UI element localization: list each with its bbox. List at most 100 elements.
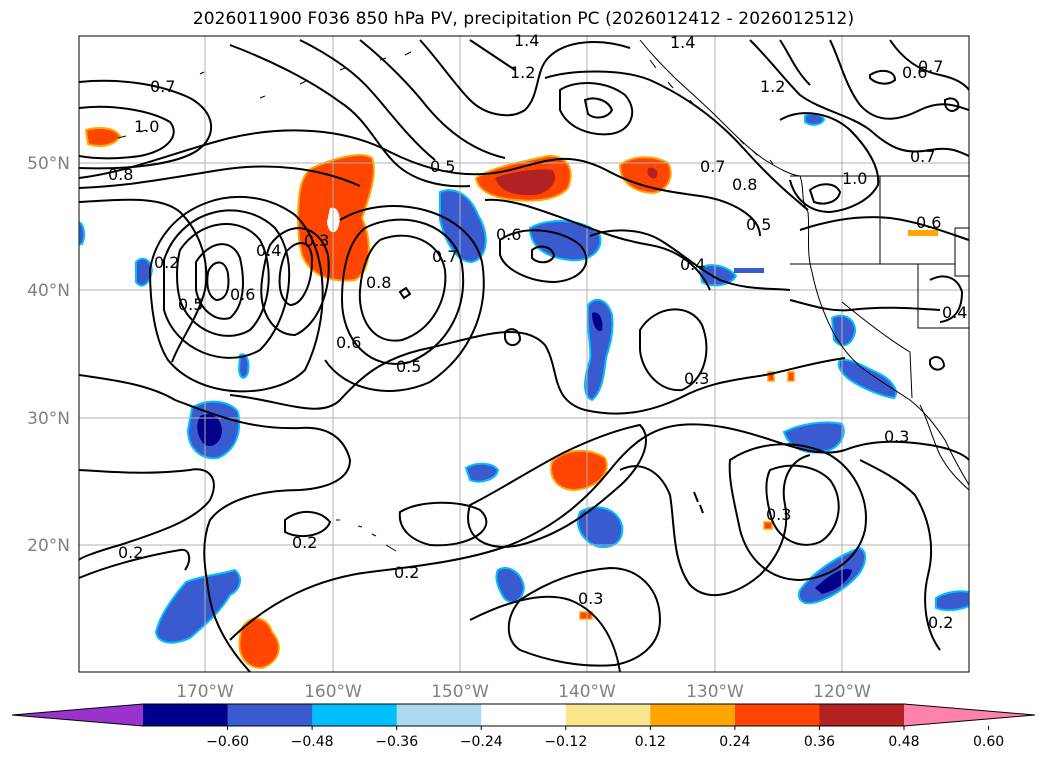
- precip-positive-area: [908, 230, 938, 236]
- precip-negative-area: [464, 462, 500, 483]
- pv-contour-line: [749, 39, 969, 157]
- pv-contour-line: [419, 39, 631, 117]
- pv-contour-line: [79, 374, 352, 672]
- precip-negative-area: [734, 268, 764, 273]
- precip-negative-area: [935, 590, 969, 612]
- pv-contour-line: [79, 468, 215, 561]
- contour-label: 0.8: [732, 175, 757, 194]
- colorbar-segment: [650, 704, 736, 726]
- colorbar-segment: [481, 704, 567, 726]
- pv-contour-line: [583, 97, 614, 119]
- pv-contour-line: [229, 423, 969, 641]
- pv-contour-line: [229, 331, 846, 415]
- colorbar-extend-high: [904, 704, 1035, 726]
- precip-negative-area: [577, 506, 624, 548]
- lon-label: 130°W: [686, 682, 744, 702]
- pv-contour-line: [779, 112, 880, 214]
- colorbar-tick-label: 0.36: [804, 734, 835, 750]
- pv-contour-line: [79, 548, 191, 579]
- pv-contour-line: [79, 105, 175, 160]
- precip-negative-area: [592, 312, 603, 332]
- contour-label: 0.5: [746, 215, 771, 234]
- contour-label: 0.3: [884, 427, 909, 446]
- contour-label: 1.2: [510, 63, 535, 82]
- precip-positive-area: [238, 617, 280, 670]
- colorbar-segment: [565, 704, 651, 726]
- pv-contour-line: [398, 286, 412, 300]
- contour-label: 0.5: [430, 157, 455, 176]
- pv-contour-line: [467, 423, 647, 548]
- contour-label: 0.5: [396, 357, 421, 376]
- pv-contour-line: [507, 566, 662, 667]
- pv-contour-line: [359, 39, 506, 159]
- contour-label: 0.2: [928, 613, 953, 632]
- lon-label: 140°W: [558, 682, 616, 702]
- colorbar-tick-label: 0.24: [719, 734, 750, 750]
- pv-contour-line: [531, 245, 556, 264]
- colorbar-ticks: −0.60 −0.48 −0.36 −0.24 −0.12 0.12 0.24 0.36 0.4…: [206, 726, 1004, 750]
- precip-positive-area: [763, 521, 773, 530]
- contour-label: 0.7: [150, 77, 175, 96]
- precip-positive-area: [550, 450, 608, 492]
- contour-label: 0.4: [942, 303, 967, 322]
- pv-contour-line: [278, 242, 314, 307]
- pv-contour-line: [499, 229, 588, 284]
- colorbar-tick-label: −0.36: [375, 734, 418, 750]
- latitude-labels: 50°N 40°N 30°N 20°N: [27, 154, 70, 556]
- colorbar-tick-label: 0.48: [888, 734, 919, 750]
- colorbar-outline: [11, 703, 1036, 727]
- pv-contour-line: [859, 459, 941, 651]
- contour-label: 0.3: [304, 231, 329, 250]
- contour-label: 0.7: [700, 157, 725, 176]
- pv-contour-line: [176, 223, 270, 337]
- state-border: [954, 227, 969, 277]
- precip-negative-area: [815, 569, 852, 594]
- pv-contour-line: [299, 39, 436, 161]
- precip-positive-area: [579, 611, 593, 620]
- pv-contour-line: [544, 70, 809, 211]
- pv-contour-line: [229, 44, 471, 188]
- colorbar-tick-label: −0.48: [291, 734, 334, 750]
- contour-label: 0.4: [680, 255, 705, 274]
- pv-contour-line: [559, 82, 634, 136]
- pv-contour-line: [284, 511, 332, 538]
- colorbar-segment: [819, 704, 905, 726]
- lon-label: 160°W: [304, 682, 362, 702]
- lat-label: 50°N: [27, 154, 70, 174]
- pv-contour-line: [469, 39, 516, 71]
- contour-label: 0.6: [902, 63, 927, 82]
- colorbar-tick-label: −0.60: [206, 734, 249, 750]
- contour-label: 0.3: [766, 505, 791, 524]
- pv-contour-line: [260, 227, 330, 337]
- pv-contour-line: [79, 165, 361, 189]
- pv-contour-line: [765, 464, 840, 546]
- state-border: [917, 264, 969, 329]
- contour-label: 1.0: [134, 117, 159, 136]
- pv-contour-line: [79, 129, 761, 237]
- contour-label: 0.6: [496, 225, 521, 244]
- colorbar-segment: [143, 704, 229, 726]
- colorbar-tick-label: −0.24: [460, 734, 503, 750]
- pv-contours: [79, 39, 969, 672]
- contour-label: 0.2: [394, 563, 419, 582]
- pv-contour-line: [889, 39, 969, 91]
- pv-contour-line: [589, 229, 791, 291]
- pv-contour-line: [504, 328, 522, 346]
- contour-label: 0.6: [916, 213, 941, 232]
- precip-positive-area: [495, 169, 556, 196]
- pv-contour-line: [163, 209, 291, 359]
- pv-contour-line: [79, 79, 213, 170]
- pv-contour-line: [929, 275, 964, 323]
- precip-negative-area: [698, 264, 738, 287]
- pv-contour-line: [324, 205, 485, 392]
- lat-label: 20°N: [27, 536, 70, 556]
- precip-negative-area: [528, 220, 602, 262]
- pv-contour-line: [195, 243, 244, 320]
- map-frame: [78, 35, 970, 673]
- pv-contour-line: [808, 183, 842, 205]
- pv-contour-line: [340, 218, 465, 365]
- colorbar-segments: [11, 703, 1036, 727]
- baja-coast: [919, 404, 969, 491]
- contour-label: 0.7: [910, 147, 935, 166]
